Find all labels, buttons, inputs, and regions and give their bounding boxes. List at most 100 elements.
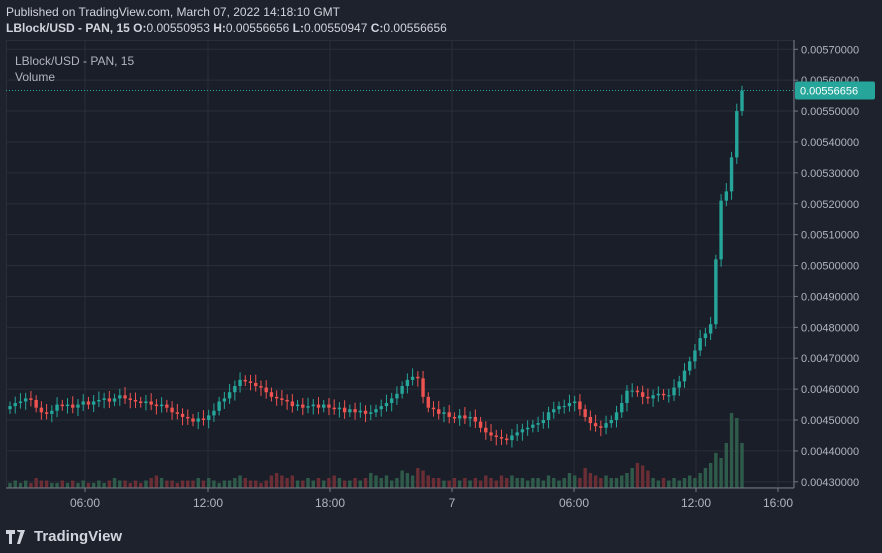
- candle-body: [410, 376, 415, 380]
- volume-bar: [562, 478, 566, 488]
- close-value: 0.00556656: [383, 21, 447, 35]
- volume-bar: [238, 475, 242, 488]
- candle-body: [13, 403, 17, 407]
- volume-bar: [463, 478, 467, 488]
- volume-bar: [8, 483, 12, 488]
- volume-bar: [144, 480, 148, 488]
- candle-body: [81, 401, 85, 405]
- candle-body: [656, 393, 661, 396]
- candle-body: [400, 386, 404, 394]
- volume-bar: [133, 480, 138, 488]
- candle-body: [510, 435, 514, 441]
- y-tick-label: 0.00440000: [801, 446, 859, 458]
- volume-bar: [656, 480, 661, 488]
- candle-body: [499, 437, 504, 439]
- tradingview-logo[interactable]: TradingView: [6, 528, 122, 545]
- candle-body: [525, 427, 530, 430]
- candle-body: [457, 415, 462, 419]
- candle-body: [552, 409, 556, 413]
- candle-body: [719, 200, 723, 260]
- candle-body: [630, 390, 634, 392]
- high-value: 0.00556656: [225, 21, 290, 35]
- volume-bar: [97, 480, 101, 488]
- volume-bar: [688, 475, 692, 488]
- volume-bars: [8, 413, 744, 488]
- candle-body: [735, 111, 739, 158]
- candle-body: [567, 403, 572, 407]
- candle-body: [452, 416, 457, 419]
- volume-bar: [473, 478, 478, 488]
- candle-body: [44, 412, 49, 414]
- volume-bar: [154, 475, 159, 488]
- volume-bar: [233, 478, 237, 488]
- volume-bar: [212, 480, 216, 488]
- candle-body: [688, 361, 692, 371]
- candle-body: [531, 424, 535, 428]
- candle-body: [578, 401, 582, 410]
- chart-pane[interactable]: [6, 40, 794, 488]
- candle-body: [729, 157, 734, 192]
- candle-body: [65, 404, 70, 407]
- candle-body: [154, 404, 159, 407]
- volume-bar: [311, 480, 315, 488]
- volume-bar: [546, 475, 551, 488]
- volume-bar: [274, 473, 279, 488]
- y-tick-label: 0.00450000: [801, 415, 859, 427]
- candle-body: [248, 381, 253, 383]
- candle-body: [384, 403, 389, 407]
- volume-bar: [76, 483, 80, 488]
- volume-bar: [714, 453, 718, 488]
- volume-bar: [280, 475, 284, 488]
- candle-body: [196, 418, 200, 422]
- candle-body: [588, 416, 593, 424]
- candle-body: [217, 401, 221, 411]
- volume-bar: [186, 480, 190, 488]
- candle-body: [541, 420, 546, 424]
- candle-body: [306, 406, 310, 408]
- volume-bar: [149, 478, 153, 488]
- volume-bar: [102, 483, 106, 488]
- volume-bar: [646, 470, 650, 488]
- y-tick-label: 0.00500000: [801, 261, 859, 273]
- chart-header: Published on TradingView.com, March 07, …: [6, 4, 447, 36]
- candle-body: [123, 395, 127, 399]
- candle-body: [332, 407, 336, 410]
- candle-body: [395, 393, 399, 399]
- volume-bar: [29, 483, 33, 488]
- volume-bar: [65, 483, 70, 488]
- y-tick-label: 0.00480000: [801, 322, 859, 334]
- volume-bar: [431, 478, 436, 488]
- volume-bar: [735, 418, 739, 488]
- candle-body: [264, 387, 268, 393]
- candle-body: [144, 401, 148, 404]
- volume-bar: [254, 480, 258, 488]
- candle-body: [159, 404, 164, 407]
- candle-body: [693, 350, 697, 362]
- candle-body: [416, 376, 420, 379]
- candle-body: [107, 398, 112, 402]
- candle-body: [698, 338, 702, 351]
- candle-body: [23, 398, 28, 402]
- volume-bar: [81, 480, 85, 488]
- candle-body: [431, 407, 436, 410]
- candle-body: [572, 401, 577, 404]
- volume-bar: [191, 480, 195, 488]
- volume-bar: [332, 475, 336, 488]
- x-tick-label: 12:00: [681, 496, 711, 510]
- candle-body: [599, 426, 603, 428]
- last-price-tag: 0.00556656: [6, 81, 875, 100]
- symbol-label: LBlock/USD - PAN, 15: [6, 21, 130, 35]
- candle-body: [740, 90, 744, 112]
- volume-bar: [50, 483, 54, 488]
- candle-body: [259, 386, 263, 388]
- volume-bar: [316, 478, 321, 488]
- volume-bar: [71, 480, 75, 488]
- volume-bar: [222, 480, 227, 488]
- volume-bar: [724, 443, 729, 488]
- candle-body: [562, 406, 566, 408]
- candle-body: [290, 401, 295, 407]
- volume-bar: [217, 483, 221, 488]
- candle-body: [301, 404, 305, 408]
- candle-body: [651, 395, 655, 399]
